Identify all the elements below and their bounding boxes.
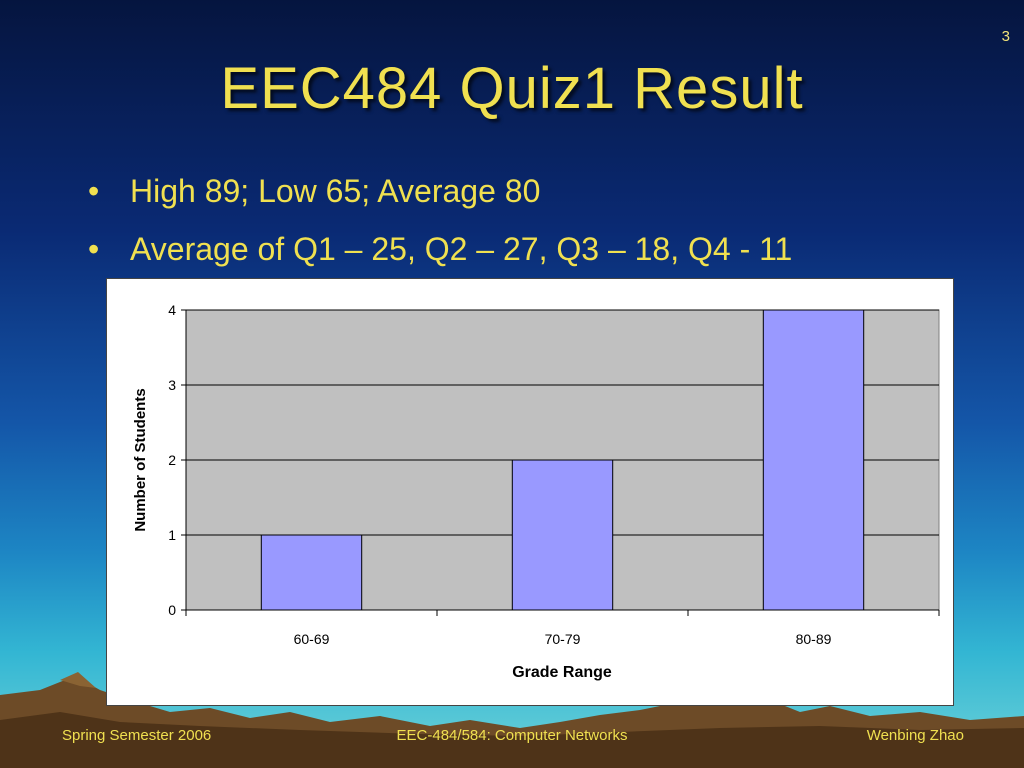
bullet-list: • High 89; Low 65; Average 80 • Average … bbox=[88, 162, 792, 278]
bullet-text: Average of Q1 – 25, Q2 – 27, Q3 – 18, Q4… bbox=[130, 231, 793, 267]
slide-number: 3 bbox=[1001, 28, 1010, 45]
footer-semester: Spring Semester 2006 bbox=[62, 727, 212, 744]
footer-course: EEC-484/584: Computer Networks bbox=[396, 727, 628, 744]
footer-author: Wenbing Zhao bbox=[866, 727, 964, 744]
bar-80-89 bbox=[762, 309, 865, 611]
y-tick-label: 3 bbox=[168, 377, 176, 393]
y-tick-label: 4 bbox=[168, 302, 176, 318]
x-tick-label: 60-69 bbox=[294, 631, 330, 647]
y-tick-label: 2 bbox=[168, 452, 176, 468]
bullet-dot-icon: • bbox=[88, 231, 100, 267]
x-tick-label: 70-79 bbox=[545, 631, 581, 647]
bar-60-69 bbox=[260, 534, 363, 611]
bar-chart-svg: 0 1 2 3 4 60-69 70-79 80-89 Grade Range Number… bbox=[132, 302, 940, 681]
bar-chart: 0 1 2 3 4 60-69 70-79 80-89 Grade Range Number… bbox=[106, 278, 954, 706]
x-tick-labels: 60-69 70-79 80-89 bbox=[294, 631, 832, 647]
y-tick-label: 1 bbox=[168, 527, 176, 543]
y-tick-labels: 0 1 2 3 4 bbox=[168, 302, 176, 618]
bullet-dot-icon: • bbox=[88, 173, 100, 209]
x-axis-label: Grade Range bbox=[512, 664, 612, 681]
y-axis-label: Number of Students bbox=[132, 388, 149, 531]
bullet-item-stats: • High 89; Low 65; Average 80 bbox=[88, 162, 792, 220]
bullet-text: High 89; Low 65; Average 80 bbox=[130, 173, 541, 209]
bar-70-79 bbox=[511, 459, 614, 611]
axes bbox=[181, 309, 940, 616]
x-tick-label: 80-89 bbox=[796, 631, 832, 647]
y-tick-label: 0 bbox=[168, 602, 176, 618]
slide-title: EEC484 Quiz1 Result bbox=[220, 56, 804, 121]
bullet-item-question-averages: • Average of Q1 – 25, Q2 – 27, Q3 – 18, … bbox=[88, 220, 792, 278]
bars bbox=[260, 309, 865, 611]
